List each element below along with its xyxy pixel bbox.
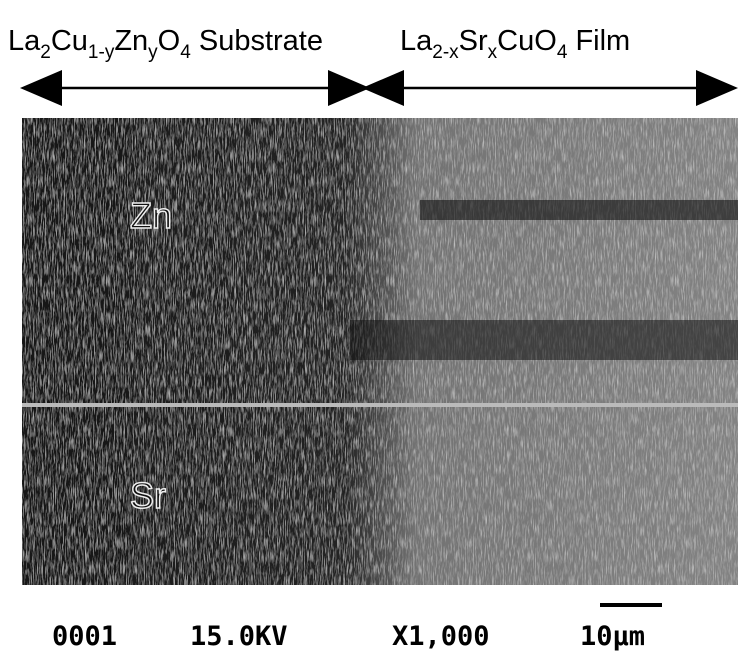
text-part: La (400, 25, 433, 57)
film-arrow (362, 70, 738, 106)
micrograph: Zn Sr (22, 118, 738, 585)
magnification: X1,000 (392, 621, 490, 652)
scale-label: 10µm (580, 621, 645, 652)
text-part: Cu (51, 25, 88, 57)
text-part: Sr (459, 25, 488, 57)
subscript: 4 (180, 42, 191, 63)
subscript: 1-y (88, 42, 115, 63)
subscript: 2 (40, 42, 51, 63)
sr-label: Sr (130, 475, 166, 516)
substrate-label: La2Cu1-yZnyO4 Substrate (8, 25, 323, 63)
substrate-arrow (20, 70, 370, 106)
text-part: CuO (497, 25, 557, 57)
subscript: y (148, 42, 158, 63)
subscript: 2-x (432, 42, 459, 63)
text-part: Substrate (191, 25, 323, 57)
film-label: La2-xSrxCuO4 Film (400, 25, 630, 63)
text-part: Film (567, 25, 630, 57)
image-number: 0001 (52, 621, 117, 652)
text-part: Zn (114, 25, 148, 57)
subscript: 4 (557, 42, 568, 63)
text-part: La (8, 25, 41, 57)
zn-label: Zn (130, 195, 172, 236)
subscript: x (488, 42, 498, 63)
figure: La2Cu1-yZnyO4 Substrate La2-xSrxCuO4 Fil… (0, 0, 738, 657)
voltage: 15.0KV (190, 621, 288, 652)
text-part: O (158, 25, 181, 57)
